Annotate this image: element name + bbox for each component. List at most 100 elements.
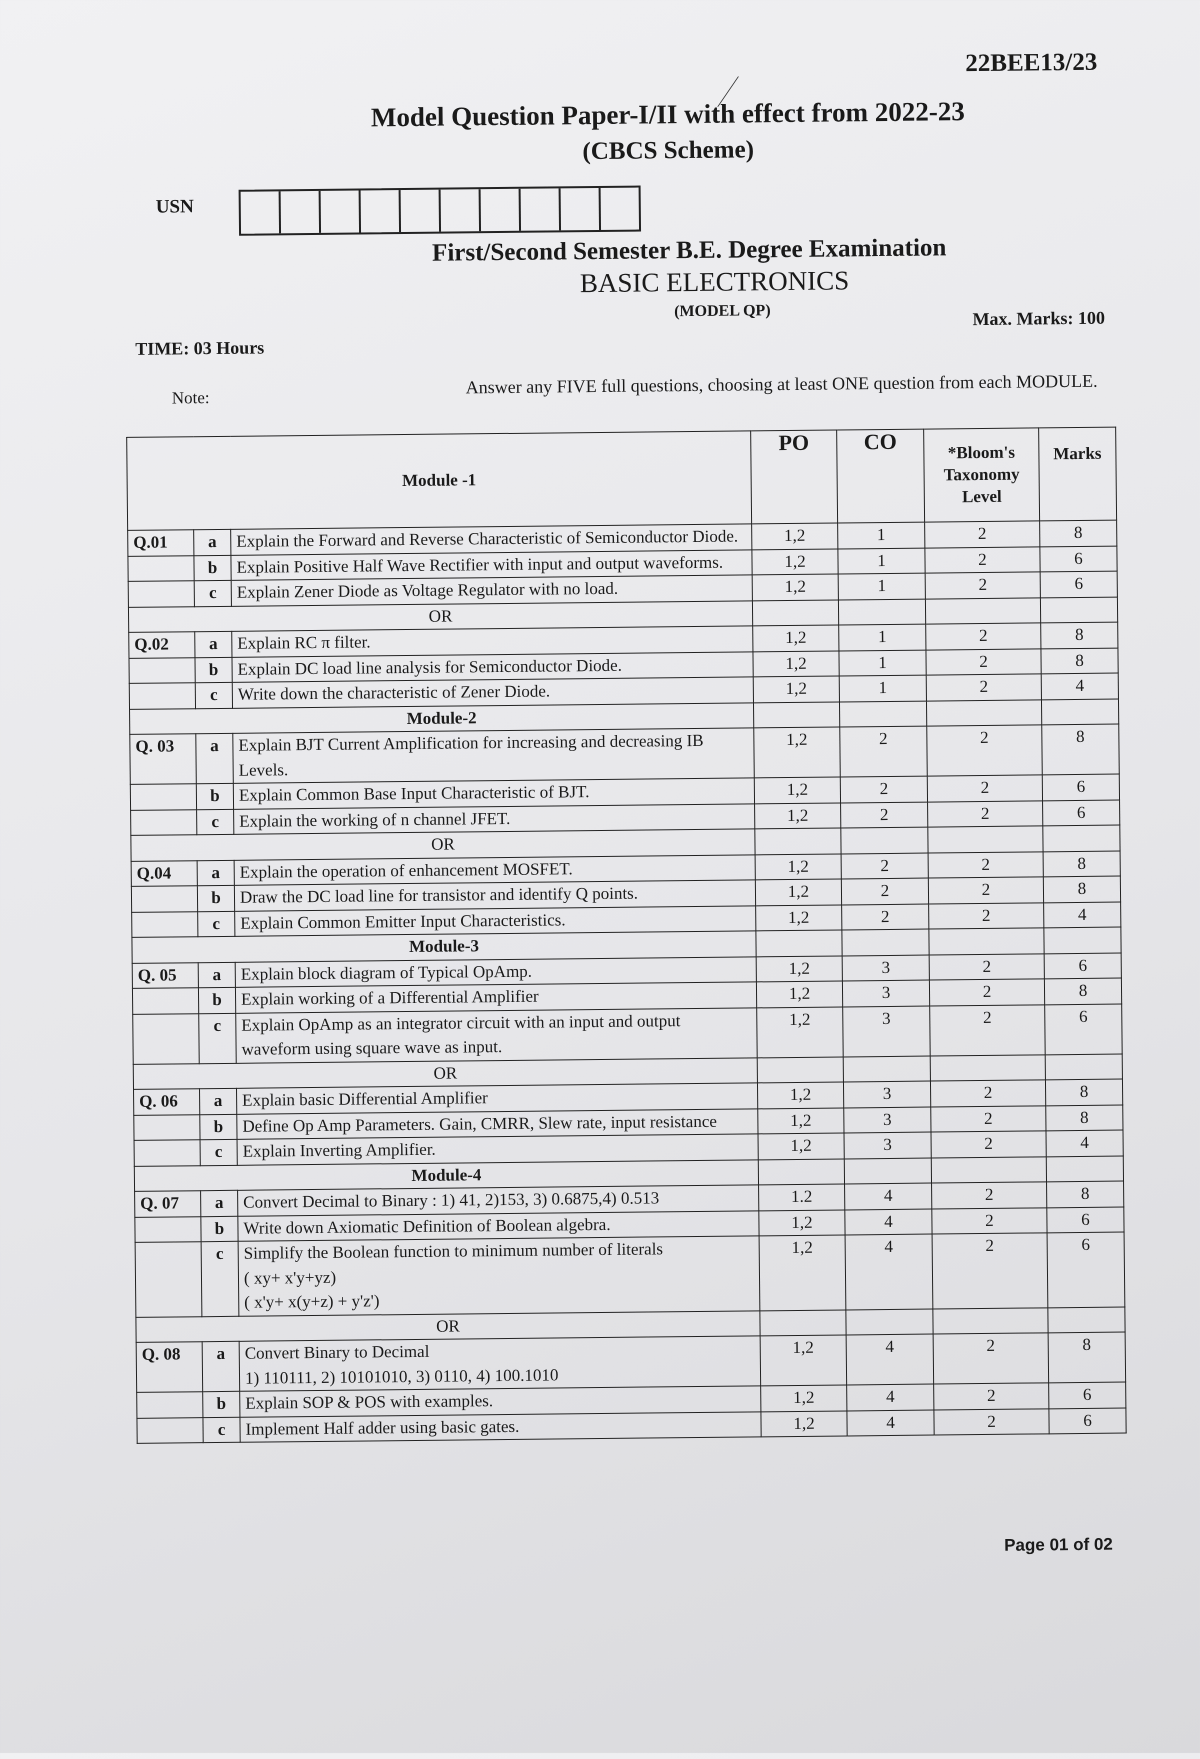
bloom-level-cell: 2 [925, 622, 1041, 650]
question-number [128, 580, 195, 607]
empty-cell [759, 1309, 847, 1336]
usn-box [320, 190, 362, 233]
empty-cell [1046, 1155, 1124, 1182]
question-number [136, 1391, 203, 1418]
po-cell: 1,2 [760, 1410, 848, 1437]
empty-cell [931, 1156, 1047, 1184]
questions-table: Module -1 PO CO *Bloom's Taxonomy Level … [126, 427, 1127, 1444]
empty-cell [1043, 927, 1122, 954]
empty-cell [1040, 596, 1118, 623]
bloom-level-cell: 2 [930, 1079, 1046, 1107]
co-cell: 2 [841, 878, 929, 905]
co-cell: 3 [844, 1132, 932, 1159]
bloom-level-cell: 2 [929, 1004, 1046, 1056]
bloom-level-cell: 2 [928, 902, 1044, 930]
marks-cell: 8 [1040, 647, 1119, 674]
bloom-level-cell: 2 [926, 724, 1043, 777]
bloom-level-cell: 2 [933, 1382, 1049, 1410]
po-cell: 1,2 [755, 853, 842, 880]
co-cell: 2 [839, 726, 928, 777]
empty-cell [755, 929, 843, 957]
bloom-level-cell: 2 [925, 648, 1042, 676]
usn-box [280, 190, 322, 234]
po-cell: 1,2 [751, 548, 839, 575]
question-number [132, 1013, 200, 1064]
sub-question-letter: a [197, 859, 235, 886]
marks-cell: 4 [1045, 1130, 1124, 1157]
co-cell: 1 [838, 573, 926, 600]
sub-question-letter: c [198, 1012, 237, 1064]
marks-cell: 6 [1048, 1382, 1126, 1409]
co-cell: 1 [838, 624, 926, 651]
empty-cell [753, 701, 840, 728]
bloom-level-cell: 2 [929, 978, 1045, 1006]
marks-cell: 8 [1044, 978, 1122, 1005]
po-cell: 1,2 [752, 624, 839, 652]
question-number [131, 885, 198, 912]
bloom-level-cell: 2 [930, 1130, 1047, 1158]
marks-cell: 8 [1048, 1332, 1126, 1383]
sub-question-letter: a [195, 733, 234, 784]
sub-question-letter: c [197, 910, 235, 937]
empty-cell [754, 827, 842, 855]
co-cell: 2 [841, 903, 929, 930]
marks-cell: 8 [1041, 724, 1120, 775]
co-cell: 3 [843, 1081, 931, 1108]
marks-cell: 8 [1039, 520, 1117, 547]
question-number: Q.04 [131, 860, 198, 887]
po-cell: 1,2 [756, 980, 843, 1008]
bloom-level-cell: 2 [928, 851, 1044, 879]
empty-cell [844, 1157, 932, 1184]
question-number [128, 657, 196, 684]
co-cell: 2 [841, 852, 929, 879]
bloom-level-cell: 2 [928, 876, 1044, 904]
bloom-level-cell: 2 [931, 1207, 1048, 1235]
sub-question-letter: b [194, 656, 233, 683]
empty-cell [930, 1054, 1046, 1082]
question-number: Q. 07 [134, 1190, 201, 1217]
bloom-level-cell: 2 [932, 1232, 1048, 1309]
max-marks: Max. Marks: 100 [972, 307, 1106, 330]
empty-cell [843, 1055, 931, 1082]
question-text: Explain OpAmp as an integrator circuit w… [235, 1007, 758, 1063]
empty-cell [925, 597, 1041, 625]
question-number [136, 1417, 204, 1444]
instructions: Answer any FIVE full questions, choosing… [465, 370, 1098, 398]
sub-question-letter: c [202, 1416, 241, 1443]
question-number [134, 1139, 201, 1166]
po-cell: 1,2 [755, 904, 842, 931]
sub-question-letter: c [201, 1241, 239, 1317]
bloom-level-cell: 2 [933, 1408, 1050, 1436]
empty-cell [845, 1308, 934, 1335]
question-number [130, 809, 197, 836]
marks-cell: 8 [1045, 1104, 1123, 1131]
co-cell: 4 [846, 1384, 934, 1411]
usn-label: USN [155, 196, 194, 218]
usn-box [440, 189, 482, 232]
question-number: Q. 03 [129, 733, 197, 785]
subject-code: 22BEE13/23 [965, 48, 1098, 78]
question-text: Implement Half adder using basic gates. [239, 1411, 762, 1443]
po-cell: 1,2 [756, 1006, 844, 1058]
co-cell: 1 [839, 675, 927, 702]
co-cell: 3 [842, 980, 930, 1007]
co-cell: 4 [844, 1208, 933, 1235]
scheme: (CBCS Scheme) [582, 136, 755, 166]
sub-question-letter: b [199, 1113, 238, 1140]
usn-box [400, 189, 442, 233]
marks-cell: 6 [1039, 545, 1118, 572]
po-cell: 1,2 [759, 1234, 846, 1311]
co-cell: 4 [844, 1183, 932, 1210]
po-cell: 1,2 [753, 726, 841, 778]
sub-question-letter: a [200, 1190, 238, 1217]
sub-question-letter: a [193, 529, 231, 556]
bloom-level-cell: 2 [924, 520, 1040, 548]
empty-cell [839, 700, 927, 727]
marks-cell: 6 [1042, 774, 1120, 801]
question-number: Q.01 [127, 529, 194, 556]
note-label: Note: [171, 388, 210, 408]
marks-cell: 6 [1044, 1003, 1123, 1055]
sub-question-letter: b [200, 1215, 239, 1242]
sub-question-letter: a [198, 961, 236, 988]
question-number [134, 1216, 202, 1243]
